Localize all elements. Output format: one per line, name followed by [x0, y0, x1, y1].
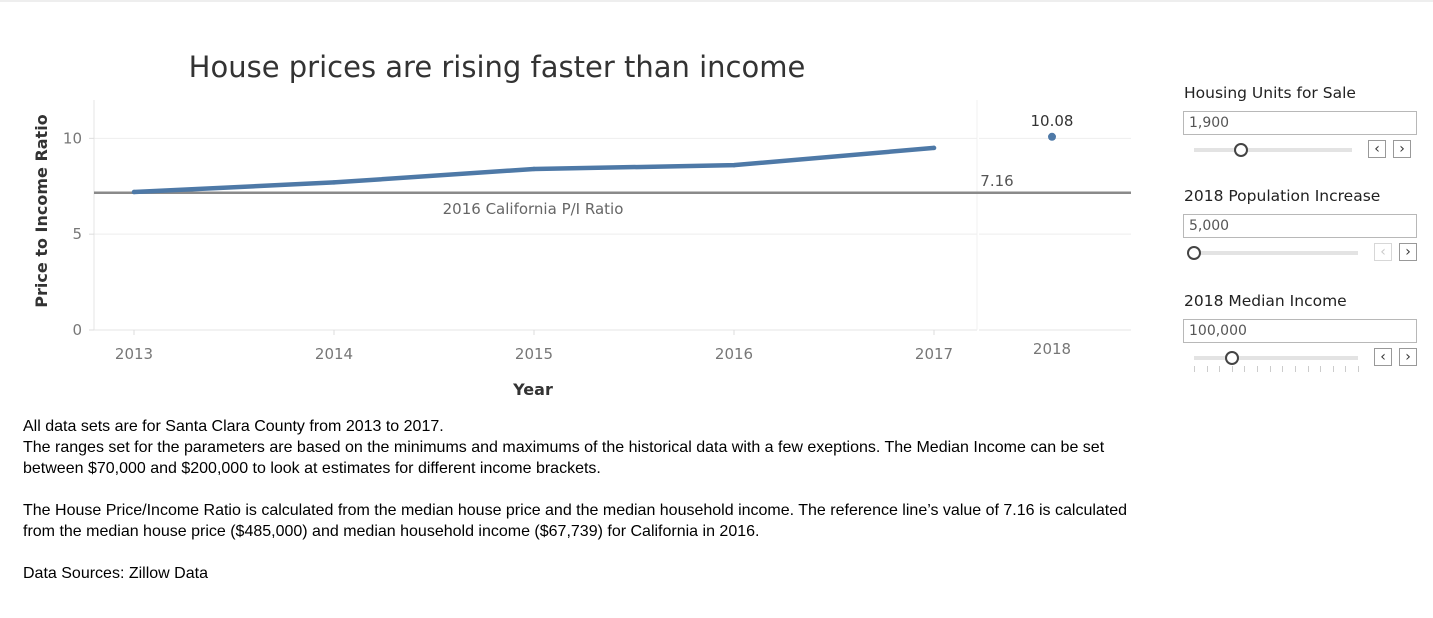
- slider-tick: [1320, 366, 1322, 372]
- slider-tick: [1269, 366, 1271, 372]
- x-tick-label: 2016: [715, 345, 753, 363]
- labels-group: 10.08: [1031, 112, 1074, 130]
- population-increase-prev-button[interactable]: ‹: [1374, 243, 1392, 261]
- population-increase-input[interactable]: 5,000: [1183, 214, 1417, 238]
- median-income-prev-button[interactable]: ‹: [1374, 348, 1392, 366]
- chart-title: House prices are rising faster than inco…: [189, 50, 806, 84]
- housing-units-prev-button[interactable]: ‹: [1368, 140, 1386, 158]
- population-increase-label: 2018 Population Increase: [1184, 187, 1381, 205]
- slider-tick: [1257, 366, 1259, 372]
- x-tick-label: 2017: [915, 345, 953, 363]
- slider-tick: [1219, 366, 1221, 372]
- reference-line-caption: 2016 California P/I Ratio: [443, 200, 624, 218]
- y-axis-label: Price to Income Ratio: [32, 114, 51, 307]
- median-income-input[interactable]: 100,000: [1183, 319, 1417, 343]
- slider-tick: [1332, 366, 1334, 372]
- reference-line-value: 7.16: [980, 172, 1013, 190]
- slider-tick: [1231, 366, 1233, 372]
- housing-units-slider-thumb[interactable]: [1234, 143, 1249, 157]
- notes-section: All data sets are for Santa Clara County…: [23, 416, 1133, 584]
- slider-tick: [1194, 366, 1195, 372]
- population-increase-next-button[interactable]: ›: [1399, 243, 1417, 261]
- slider-tick: [1206, 366, 1208, 372]
- data-point-2017: [931, 145, 937, 151]
- chevron-right-icon: ›: [1405, 244, 1411, 260]
- median-income-label: 2018 Median Income: [1184, 292, 1347, 310]
- projection-tick-label: 2018: [1033, 340, 1071, 358]
- slider-tick: [1294, 366, 1296, 372]
- slider-tick: [1358, 366, 1359, 372]
- y-tick-label: 10: [63, 129, 82, 147]
- data-point-2014: [331, 180, 337, 185]
- chevron-right-icon: ›: [1405, 349, 1411, 365]
- slider-tick: [1345, 366, 1347, 372]
- chevron-left-icon: ‹: [1380, 349, 1386, 365]
- projection-point: [1048, 132, 1056, 141]
- slider-tick: [1244, 366, 1246, 372]
- housing-units-label: Housing Units for Sale: [1184, 84, 1356, 102]
- population-increase-slider-track[interactable]: [1194, 251, 1358, 255]
- chevron-right-icon: ›: [1399, 141, 1405, 157]
- price-income-chart: House prices are rising faster than inco…: [32, 50, 1131, 399]
- y-tick-label: 0: [72, 321, 82, 339]
- slider-tick: [1307, 366, 1309, 372]
- data-point-2013: [131, 189, 137, 195]
- median-income-slider-track[interactable]: [1194, 356, 1358, 360]
- x-axis-label: Year: [512, 380, 553, 399]
- data-point-2016: [731, 162, 737, 168]
- slider-tick: [1282, 366, 1284, 372]
- note-line-1: All data sets are for Santa Clara County…: [23, 418, 444, 435]
- x-tick-label: 2014: [315, 345, 353, 363]
- note-line-2: The ranges set for the parameters are ba…: [23, 439, 1105, 477]
- x-tick-label: 2013: [115, 345, 153, 363]
- median-income-slider-thumb[interactable]: [1224, 351, 1239, 365]
- y-tick-label: 5: [72, 225, 82, 243]
- data-point-2015: [531, 166, 537, 172]
- housing-units-slider-track[interactable]: [1194, 148, 1352, 152]
- chevron-left-icon: ‹: [1380, 244, 1386, 260]
- axes: 0 5 10 2013 2014 2015 2016 2017 2018: [63, 100, 1131, 363]
- reference-line-group: 2016 California P/I Ratio 7.16: [94, 172, 1131, 218]
- projection-value-label: 10.08: [1031, 112, 1074, 130]
- population-increase-slider-thumb[interactable]: [1187, 246, 1201, 260]
- housing-units-next-button[interactable]: ›: [1393, 140, 1411, 158]
- housing-units-input[interactable]: 1,900: [1183, 111, 1417, 135]
- median-income-next-button[interactable]: ›: [1399, 348, 1417, 366]
- note-line-3: The House Price/Income Ratio is calculat…: [23, 502, 1128, 540]
- x-tick-label: 2015: [515, 345, 553, 363]
- chevron-left-icon: ‹: [1374, 141, 1380, 157]
- top-divider: [0, 0, 1433, 2]
- median-income-slider-ticks: [1194, 366, 1359, 372]
- series-group: [131, 132, 1056, 195]
- note-line-4: Data Sources: Zillow Data: [23, 565, 208, 582]
